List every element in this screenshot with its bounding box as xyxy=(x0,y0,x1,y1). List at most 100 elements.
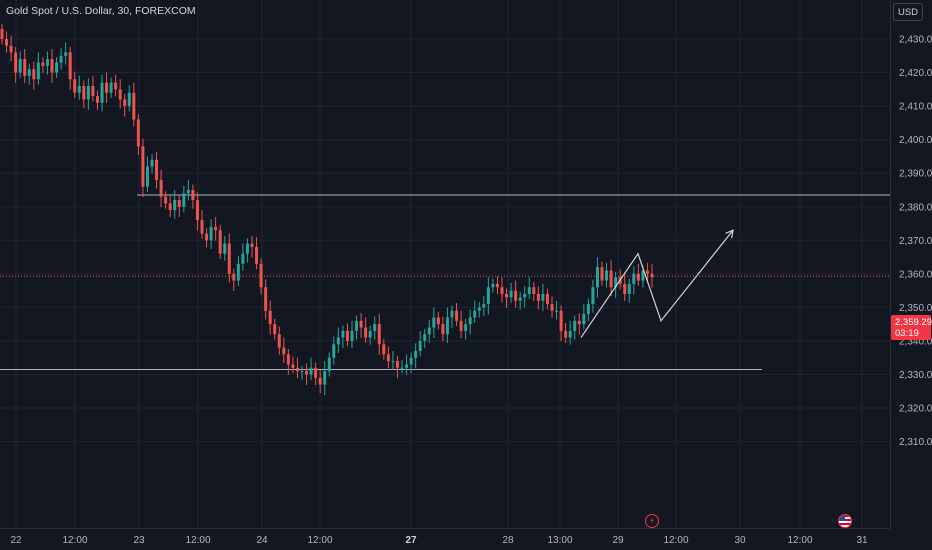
candle-body xyxy=(291,364,295,368)
candle-body xyxy=(264,287,268,311)
symbol-title[interactable]: Gold Spot / U.S. Dollar, 30, FOREXCOM xyxy=(6,5,196,17)
y-tick-label: 2,430.00 xyxy=(899,35,932,46)
candle-body xyxy=(259,263,263,288)
candle-body xyxy=(309,367,313,375)
x-tick-label: 30 xyxy=(734,535,746,546)
candle-body xyxy=(155,159,159,180)
candle-body xyxy=(445,317,449,335)
candle-body xyxy=(495,283,499,288)
candle-body xyxy=(0,28,4,39)
candle-body xyxy=(614,277,618,288)
candle-body xyxy=(9,45,13,53)
candle-body xyxy=(305,371,309,375)
candle-body xyxy=(523,293,527,298)
chart-grid xyxy=(0,0,890,528)
candle-body xyxy=(168,203,172,211)
candle-body xyxy=(327,357,331,372)
candle-body xyxy=(455,310,459,321)
candle-body xyxy=(468,317,472,325)
candle-body xyxy=(368,330,372,338)
candle-body xyxy=(477,307,481,311)
candle-body xyxy=(605,270,609,281)
candle-body xyxy=(227,243,231,274)
candle-body xyxy=(114,82,118,90)
candle-body xyxy=(550,304,554,311)
candle-body xyxy=(145,166,149,187)
x-tick-label: 29 xyxy=(612,535,624,546)
y-tick-label: 2,310.00 xyxy=(899,437,932,448)
candle-body xyxy=(650,273,654,278)
candle-body xyxy=(359,320,363,328)
candle-body xyxy=(377,324,381,345)
candle-body xyxy=(18,59,22,73)
candle-body xyxy=(627,283,631,294)
candle-body xyxy=(209,226,213,241)
y-tick-label: 2,350.00 xyxy=(899,303,932,314)
price-axis[interactable]: 2,430.00 2,420.00 2,410.00 2,400.00 2,390.00… xyxy=(899,35,932,449)
candle-body xyxy=(641,270,645,281)
candle-body xyxy=(541,293,545,301)
candle-body xyxy=(577,320,581,325)
candle-body xyxy=(423,334,427,341)
x-tick-label: 23 xyxy=(133,535,145,546)
y-tick-label: 2,390.00 xyxy=(899,169,932,180)
candle-body xyxy=(609,270,613,288)
candle-body xyxy=(432,317,436,328)
candle-body xyxy=(236,263,240,281)
projection-drawing[interactable] xyxy=(580,229,734,338)
candle-body xyxy=(118,89,122,100)
candle-body xyxy=(241,253,245,264)
candle-body xyxy=(591,287,595,305)
candle-body xyxy=(505,293,509,298)
candle-body xyxy=(532,287,536,294)
candle-body xyxy=(282,347,286,355)
candle-body xyxy=(91,85,95,97)
candle-body xyxy=(559,310,563,331)
x-tick-label: 12:00 xyxy=(185,535,210,546)
y-tick-label: 2,320.00 xyxy=(899,404,932,415)
candle-body xyxy=(27,69,31,76)
candle-body xyxy=(350,330,354,341)
us-flag-icon[interactable] xyxy=(838,514,852,528)
candle-body xyxy=(205,233,209,241)
candle-body xyxy=(132,92,136,120)
candle-body xyxy=(195,200,199,221)
candle-body xyxy=(382,344,386,355)
candle-body xyxy=(491,283,495,288)
candle-body xyxy=(386,354,390,362)
candle-body xyxy=(223,243,227,254)
candle-body xyxy=(186,189,190,194)
candle-body xyxy=(486,287,490,305)
time-axis[interactable]: 22 12:00 23 12:00 24 12:00 27 28 13:00 29 12:00 30 1… xyxy=(10,535,868,546)
lightning-icon[interactable]: ⚡ xyxy=(645,514,659,528)
candle-body xyxy=(555,310,559,312)
candle-body xyxy=(332,344,336,358)
candle-body xyxy=(450,310,454,318)
x-tick-label: 12:00 xyxy=(663,535,688,546)
candle-body xyxy=(500,287,504,294)
y-tick-label: 2,330.00 xyxy=(899,370,932,381)
candle-body xyxy=(473,310,477,318)
candle-body xyxy=(273,324,277,335)
candle-body xyxy=(232,273,236,281)
projection-line[interactable] xyxy=(580,229,734,338)
candle-body xyxy=(414,351,418,358)
candle-body xyxy=(36,62,40,80)
candle-body xyxy=(245,243,249,254)
candle-body xyxy=(336,337,340,345)
candle-body xyxy=(150,159,154,167)
candle-body xyxy=(300,371,304,373)
candle-body xyxy=(45,59,49,66)
candle-body xyxy=(295,367,299,372)
candle-body xyxy=(268,310,272,325)
candle-body xyxy=(409,357,413,365)
candle-body xyxy=(527,287,531,294)
candle-body xyxy=(182,193,186,207)
x-tick-label: 28 xyxy=(502,535,514,546)
currency-button[interactable]: USD xyxy=(893,3,923,21)
candle-body xyxy=(545,293,549,305)
candle-body xyxy=(277,334,281,348)
candle-body xyxy=(50,59,54,73)
